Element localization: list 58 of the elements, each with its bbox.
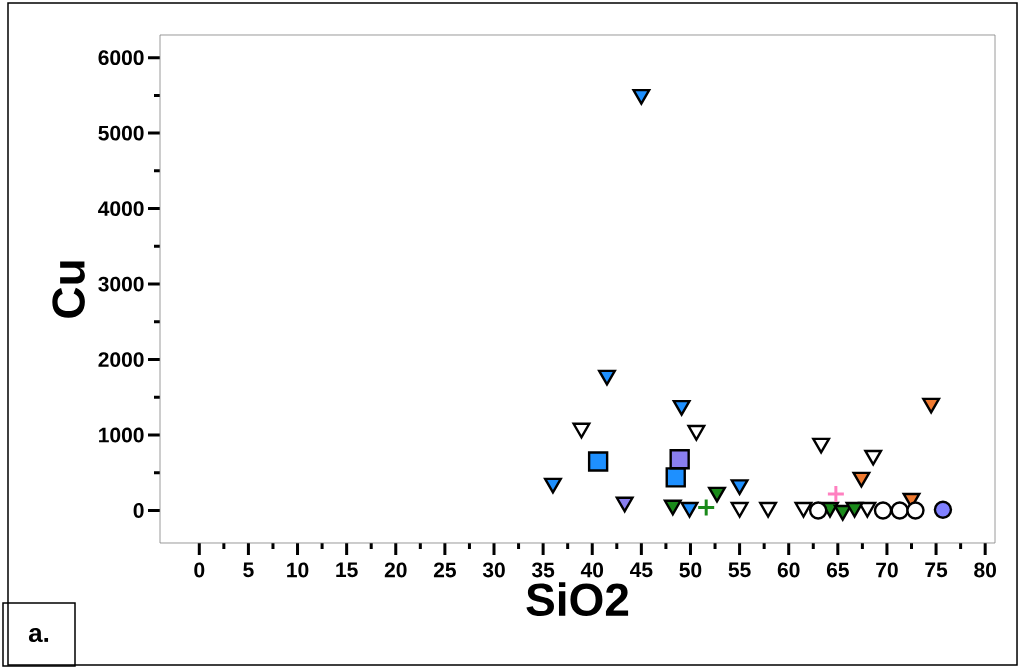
point	[615, 496, 634, 513]
point	[730, 479, 749, 496]
point	[808, 501, 828, 520]
point	[680, 501, 699, 518]
x-tick-label: 55	[728, 562, 751, 578]
point	[922, 397, 941, 414]
y-tick-label: 0	[133, 503, 144, 518]
point	[632, 88, 651, 105]
point	[812, 437, 831, 454]
point	[708, 486, 726, 503]
point	[858, 501, 877, 518]
point	[833, 504, 852, 521]
x-tick-label: 5	[243, 562, 254, 578]
x-tick-label: 70	[876, 562, 898, 578]
point	[665, 467, 686, 488]
x-tick-label: 75	[925, 562, 948, 578]
point	[852, 471, 871, 488]
point	[669, 449, 690, 470]
point	[933, 500, 953, 519]
point	[759, 501, 778, 518]
y-tick-label: 5000	[98, 125, 144, 141]
point	[730, 501, 749, 518]
point	[597, 369, 616, 386]
point	[864, 449, 883, 466]
point	[873, 501, 893, 520]
x-tick-label: 45	[629, 562, 653, 578]
x-tick-label: 35	[531, 562, 555, 578]
point	[826, 484, 846, 504]
point	[543, 477, 562, 494]
x-tick-label: 60	[777, 562, 800, 578]
y-tick-label: 2000	[98, 352, 144, 367]
point	[794, 501, 813, 518]
point	[663, 499, 682, 516]
x-tick-label: 20	[384, 562, 407, 578]
point	[696, 498, 716, 518]
text: a.	[28, 627, 49, 643]
point	[906, 501, 925, 520]
point	[845, 501, 864, 518]
y-tick-label: 4000	[98, 201, 144, 217]
x-tick-label: 50	[679, 562, 702, 578]
x-tick-label: 15	[336, 562, 358, 578]
x-tick-label: 30	[482, 562, 505, 578]
point	[890, 501, 909, 520]
x-tick-label: 10	[287, 562, 309, 578]
x-tick-label: 25	[433, 562, 456, 578]
point	[687, 424, 706, 441]
point	[672, 399, 691, 416]
point	[587, 451, 609, 472]
point	[572, 422, 591, 439]
x-tick-label: 0	[194, 562, 205, 578]
x-axis-title: SiO2	[526, 582, 629, 617]
x-tick-label: 40	[580, 562, 604, 578]
y-tick-label: 3000	[98, 276, 144, 292]
x-tick-label: 65	[826, 562, 849, 578]
x-tick-label: 80	[974, 562, 996, 578]
y-tick-label: 6000	[98, 50, 144, 66]
y-tick-label: 1000	[99, 427, 144, 443]
y-axis-title: Cu	[52, 261, 85, 318]
